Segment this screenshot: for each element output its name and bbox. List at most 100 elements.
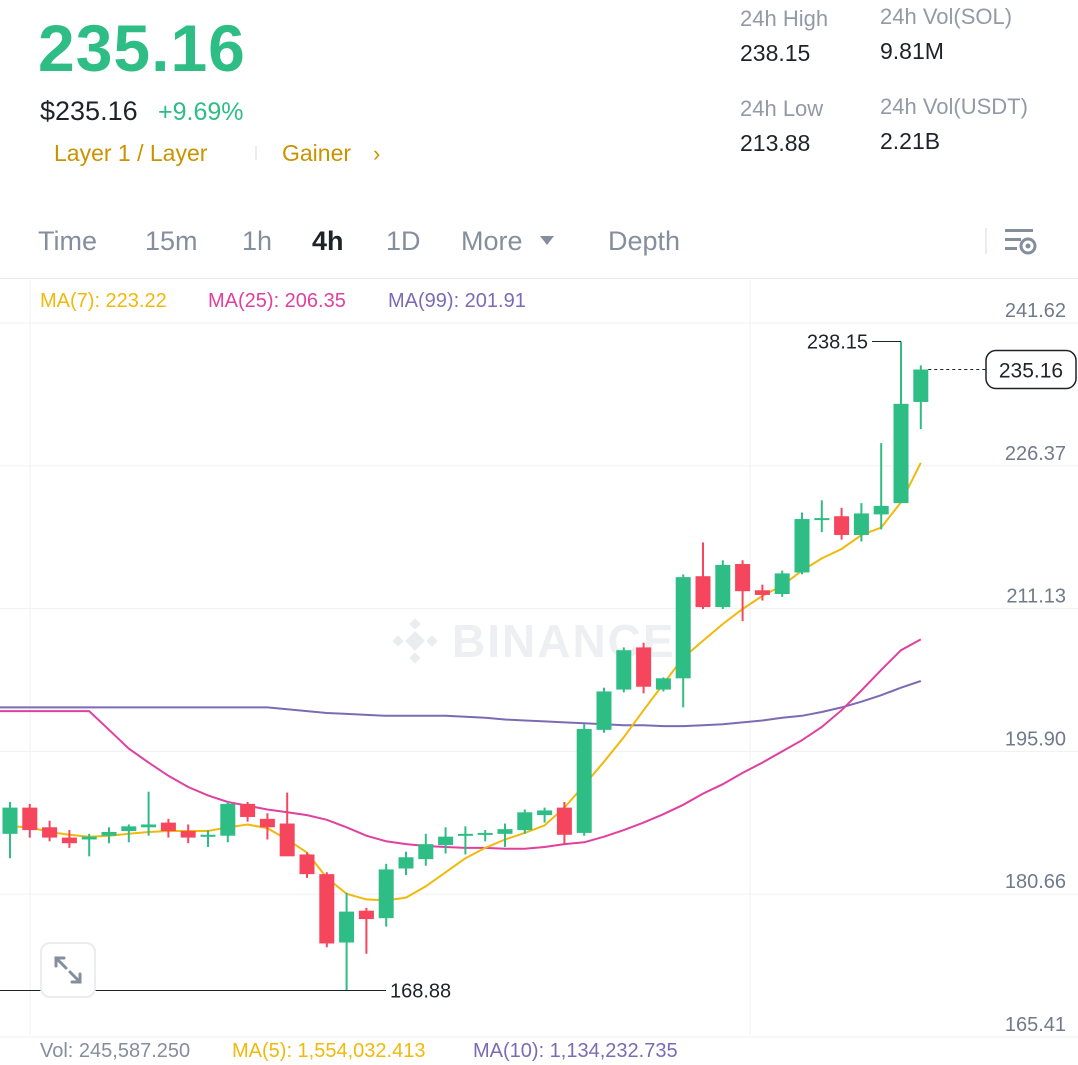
low-label: 24h Low xyxy=(740,96,824,121)
candle xyxy=(655,677,671,692)
candle xyxy=(240,801,256,822)
ma99-legend: MA(99): 201.91 xyxy=(388,290,526,312)
candle-body xyxy=(913,369,929,402)
candle xyxy=(319,872,335,948)
y-tick-label: 195.90 xyxy=(1005,728,1066,750)
candle xyxy=(814,500,830,533)
candle-body xyxy=(240,803,256,817)
candle-body xyxy=(616,650,632,690)
y-tick-label: 165.41 xyxy=(1005,1014,1066,1036)
high-label: 24h High xyxy=(740,6,829,31)
tab-more[interactable]: More xyxy=(461,226,523,256)
candle xyxy=(774,570,790,597)
chart-settings-icon[interactable] xyxy=(1004,226,1038,256)
change-percent: +9.69% xyxy=(158,98,244,126)
candle-body xyxy=(220,803,236,836)
candle-body xyxy=(576,728,592,833)
candle xyxy=(497,823,513,847)
y-tick-label: 211.13 xyxy=(1006,586,1066,608)
candle xyxy=(636,642,652,694)
candle-body xyxy=(398,857,414,869)
tag-divider xyxy=(255,146,257,160)
candle xyxy=(794,512,810,575)
volume-legend: Vol: 245,587.250 xyxy=(40,1040,191,1062)
ma25-line xyxy=(0,638,922,850)
y-tick-label: 226.37 xyxy=(1005,443,1066,465)
candle-body xyxy=(457,833,473,836)
candle xyxy=(893,341,909,504)
candle-body xyxy=(279,823,295,857)
tag-layer-link[interactable]: Layer 1 / Layer xyxy=(54,140,208,166)
candle xyxy=(22,803,38,838)
candle-body xyxy=(477,832,493,835)
volume-ma5-legend: MA(5): 1,554,032.413 xyxy=(232,1040,426,1062)
candle xyxy=(42,820,58,842)
tab-15m[interactable]: 15m xyxy=(145,226,198,256)
high-marker-label: 238.15 xyxy=(807,332,868,354)
candle xyxy=(596,687,612,733)
candle xyxy=(279,792,295,857)
expand-icon xyxy=(54,956,82,984)
y-tick-label: 180.66 xyxy=(1005,871,1066,893)
vol-sol-value: 9.81M xyxy=(880,38,944,64)
candle xyxy=(735,560,751,622)
tab-time[interactable]: Time xyxy=(38,226,97,256)
candle xyxy=(220,801,236,843)
candle-body xyxy=(497,829,513,834)
vol-usdt-label: 24h Vol(USDT) xyxy=(880,94,1028,119)
candle-body xyxy=(774,573,790,595)
caret-down-icon[interactable] xyxy=(540,236,554,245)
candle xyxy=(61,830,77,848)
candle-body xyxy=(596,691,612,730)
candle xyxy=(200,830,216,847)
candle-body xyxy=(22,807,38,831)
candle xyxy=(438,827,454,854)
candle-body xyxy=(378,869,394,919)
candle-body xyxy=(160,822,176,832)
last-price: 235.16 xyxy=(38,11,246,85)
tab-depth[interactable]: Depth xyxy=(608,226,681,256)
tab-1h[interactable]: 1h xyxy=(242,226,273,256)
tab-4h[interactable]: 4h xyxy=(312,226,344,256)
binance-logo-icon xyxy=(392,618,438,664)
candle-body xyxy=(537,810,553,816)
volume-ma10-legend: MA(10): 1,134,232.735 xyxy=(473,1040,678,1062)
candle xyxy=(418,833,434,866)
high-value: 238.15 xyxy=(740,40,811,66)
candle xyxy=(873,443,889,530)
candle-body xyxy=(101,831,117,836)
header-divider xyxy=(0,278,1078,279)
tag-gainer-link[interactable]: Gainer xyxy=(282,140,352,166)
candle-body xyxy=(873,505,889,515)
candle-body xyxy=(141,824,157,828)
candle xyxy=(358,907,374,954)
tab-divider xyxy=(985,228,987,254)
candle xyxy=(556,801,572,845)
candle xyxy=(675,574,691,708)
candle xyxy=(754,584,770,601)
candle-body xyxy=(180,831,196,838)
tab-1d[interactable]: 1D xyxy=(386,226,421,256)
candle-body xyxy=(200,834,216,837)
candle xyxy=(299,852,315,878)
candle-body xyxy=(695,576,711,608)
candle xyxy=(180,824,196,844)
chevron-right-icon[interactable]: › xyxy=(373,141,381,166)
candle-body xyxy=(438,836,454,846)
candle xyxy=(160,818,176,838)
candle-body xyxy=(893,403,909,504)
ma7-legend: MA(7): 223.22 xyxy=(40,290,167,312)
vol-sol-label: 24h Vol(SOL) xyxy=(880,4,1013,29)
low-marker-label: 168.88 xyxy=(390,980,451,1002)
candle-body xyxy=(121,826,137,832)
candle-body xyxy=(715,564,731,608)
usd-price: $235.16 xyxy=(40,96,138,126)
candle-body xyxy=(636,647,652,687)
candle-body xyxy=(61,837,77,844)
current-price-box xyxy=(985,349,1077,390)
expand-button[interactable] xyxy=(40,942,96,998)
candle xyxy=(616,647,632,693)
candle-body xyxy=(834,516,850,535)
candle xyxy=(576,724,592,836)
